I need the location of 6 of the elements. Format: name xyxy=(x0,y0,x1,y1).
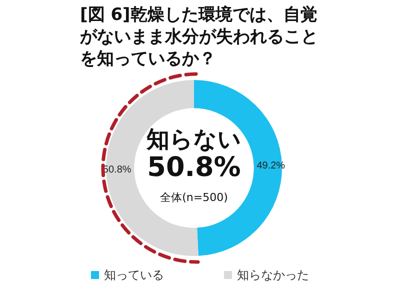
text: 50.8% xyxy=(146,152,242,183)
legend-label: 知らなかった xyxy=(237,268,309,282)
legend-label: 知っている xyxy=(104,268,164,282)
chart-title: [図 6]乾燥した環境では、自覚がないまま水分が失われることを知っているか？ xyxy=(80,4,319,70)
text: 知らない xyxy=(145,126,242,155)
text: 全体(n=500) xyxy=(159,190,229,205)
